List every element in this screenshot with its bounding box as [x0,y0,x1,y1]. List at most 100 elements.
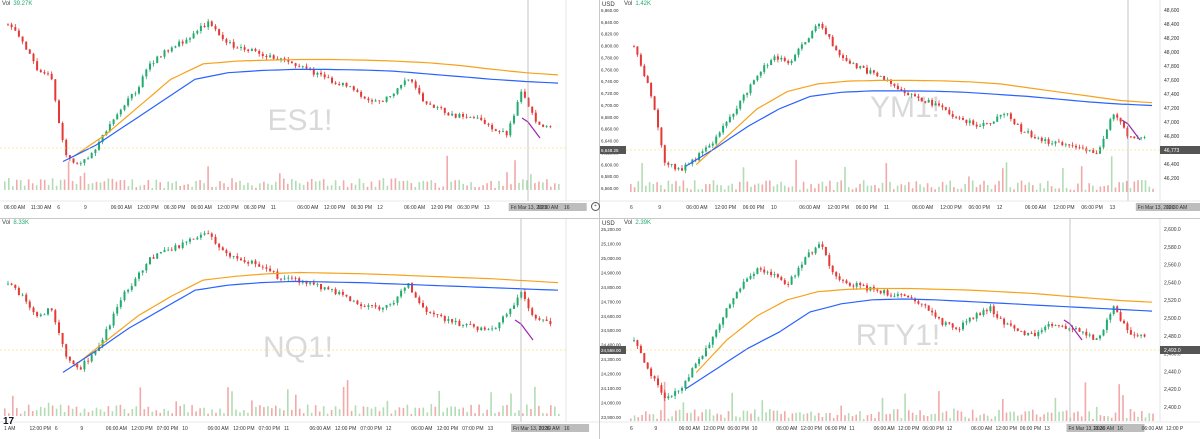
volume-bar [19,180,22,190]
left-price-tick-label: 24,100.00 [601,386,622,391]
chart-panel-ym[interactable]: YM1! 48,600 48,400 48,200 48,000 47,800 47,600… [600,0,1200,218]
ym-chart-svg[interactable]: YM1! 48,600 48,400 48,200 48,000 47,800 47,600… [600,0,1200,218]
candle-body [138,87,140,94]
price-tick-label: 48,400 [1164,22,1180,28]
candle-body [494,129,497,131]
volume-bar [1002,168,1004,192]
volume-bar [75,184,78,190]
volume-bar [923,415,925,421]
candle-body [119,109,122,115]
candle-body [83,159,86,163]
volume-bar [131,179,134,190]
panel-divider-vertical[interactable] [599,0,600,439]
volume-bar [95,181,98,190]
volume-bar [183,184,185,190]
volume-bar [63,412,66,416]
volume-bar [434,183,437,190]
volume-bar [739,417,741,421]
candle-body [338,84,341,85]
time-tick-label: 06:00 PM [969,205,990,211]
candle-body [396,296,399,303]
chart-panel-rty[interactable]: RTY1! 2,600.0 2,580.0 2,560.0 2,540.0 2,520.0… [600,219,1200,439]
volume-bar [693,180,696,192]
candle-body [1099,335,1101,339]
rty-chart-svg[interactable]: RTY1! 2,600.0 2,580.0 2,560.0 2,540.0 2,520.0… [600,219,1200,439]
candle-body [1023,131,1026,133]
candle-body [349,296,352,302]
sync-cursor-icon[interactable]: + [591,202,600,211]
candle-body [927,305,930,311]
candle-body [890,295,892,297]
price-axis-right [1160,0,1200,218]
candle-body [116,307,119,314]
volume-bar [923,187,925,192]
candle-body [454,320,457,323]
volume-bar [975,187,978,192]
volume-bar [956,188,959,192]
left-price-tick-label: 6,660.00 [601,127,619,132]
volume-bar [394,410,397,416]
vwap-blue-line [62,68,559,163]
candle-body [1013,325,1016,329]
candle-body [316,72,319,75]
volume-bar [155,410,158,416]
volume-bar [705,409,707,421]
candle-body [1009,323,1012,326]
volume-bar [466,411,468,416]
volume-bar [187,412,189,416]
candle-body [677,390,680,392]
vwap-blue-line [685,298,1153,390]
candle-body [520,91,523,102]
chart-panel-nq[interactable]: NQ1! 1 AM 12:00 PM 6 9 06:00 AM 12:00 PM 07:00 … [0,219,599,439]
time-badge [511,424,590,432]
chart-panel-es[interactable]: ES1! 06:00 AM 11:30 AM 6 9 06:00 AM 12:00 PM 06… [0,0,599,218]
candle-body [831,36,834,47]
candle-body [818,244,820,248]
candle-body [381,307,384,310]
volume-bar [498,181,500,190]
volume-bar [215,412,217,416]
candle-body [221,34,224,40]
volume-bar [522,179,524,190]
candle-body [1006,323,1009,325]
volume-bar [450,406,452,416]
candle-body [633,340,635,341]
candle-body [660,385,663,393]
candle-body [821,24,824,29]
volume-bar [482,185,484,190]
volume-bar [817,183,820,192]
candle-body [749,84,752,94]
volume-bar [414,187,417,190]
candle-body [327,287,330,290]
volume-bar [1099,186,1102,192]
volume-bar [1002,399,1004,421]
panel-divider-horizontal[interactable] [0,218,1200,219]
candle-body [982,310,985,315]
volume-bar [259,405,261,416]
nq-chart-svg[interactable]: NQ1! 1 AM 12:00 PM 6 9 06:00 AM 12:00 PM 07:00 … [0,219,599,439]
volume-bar [211,409,213,416]
time-tick-label: Fri Mar 13, 2026 [513,426,550,432]
candle-body [159,252,162,254]
candle-body [759,71,762,76]
candle-body [462,325,464,326]
volume-bar [893,409,895,421]
candle-body [924,101,927,103]
candle-body [345,82,348,87]
left-price-tick-label: 6,780.00 [601,56,619,61]
tradingview-logo[interactable]: 17 [3,416,15,427]
volume-bar [1028,411,1030,421]
volume-bar [675,181,677,192]
candle-body [862,285,865,286]
volume-bar [302,413,305,416]
candle-body [523,91,526,98]
volume-bar [199,180,201,190]
es-chart-svg[interactable]: ES1! 06:00 AM 11:30 AM 6 9 06:00 AM 12:00 PM 06… [0,0,599,218]
candle-body [749,275,752,279]
candle-body [123,105,126,110]
candle-body [276,271,279,279]
candle-body [989,306,992,312]
volume-bar [716,413,718,421]
volume-bar [522,413,524,416]
volume-bar [633,415,636,421]
